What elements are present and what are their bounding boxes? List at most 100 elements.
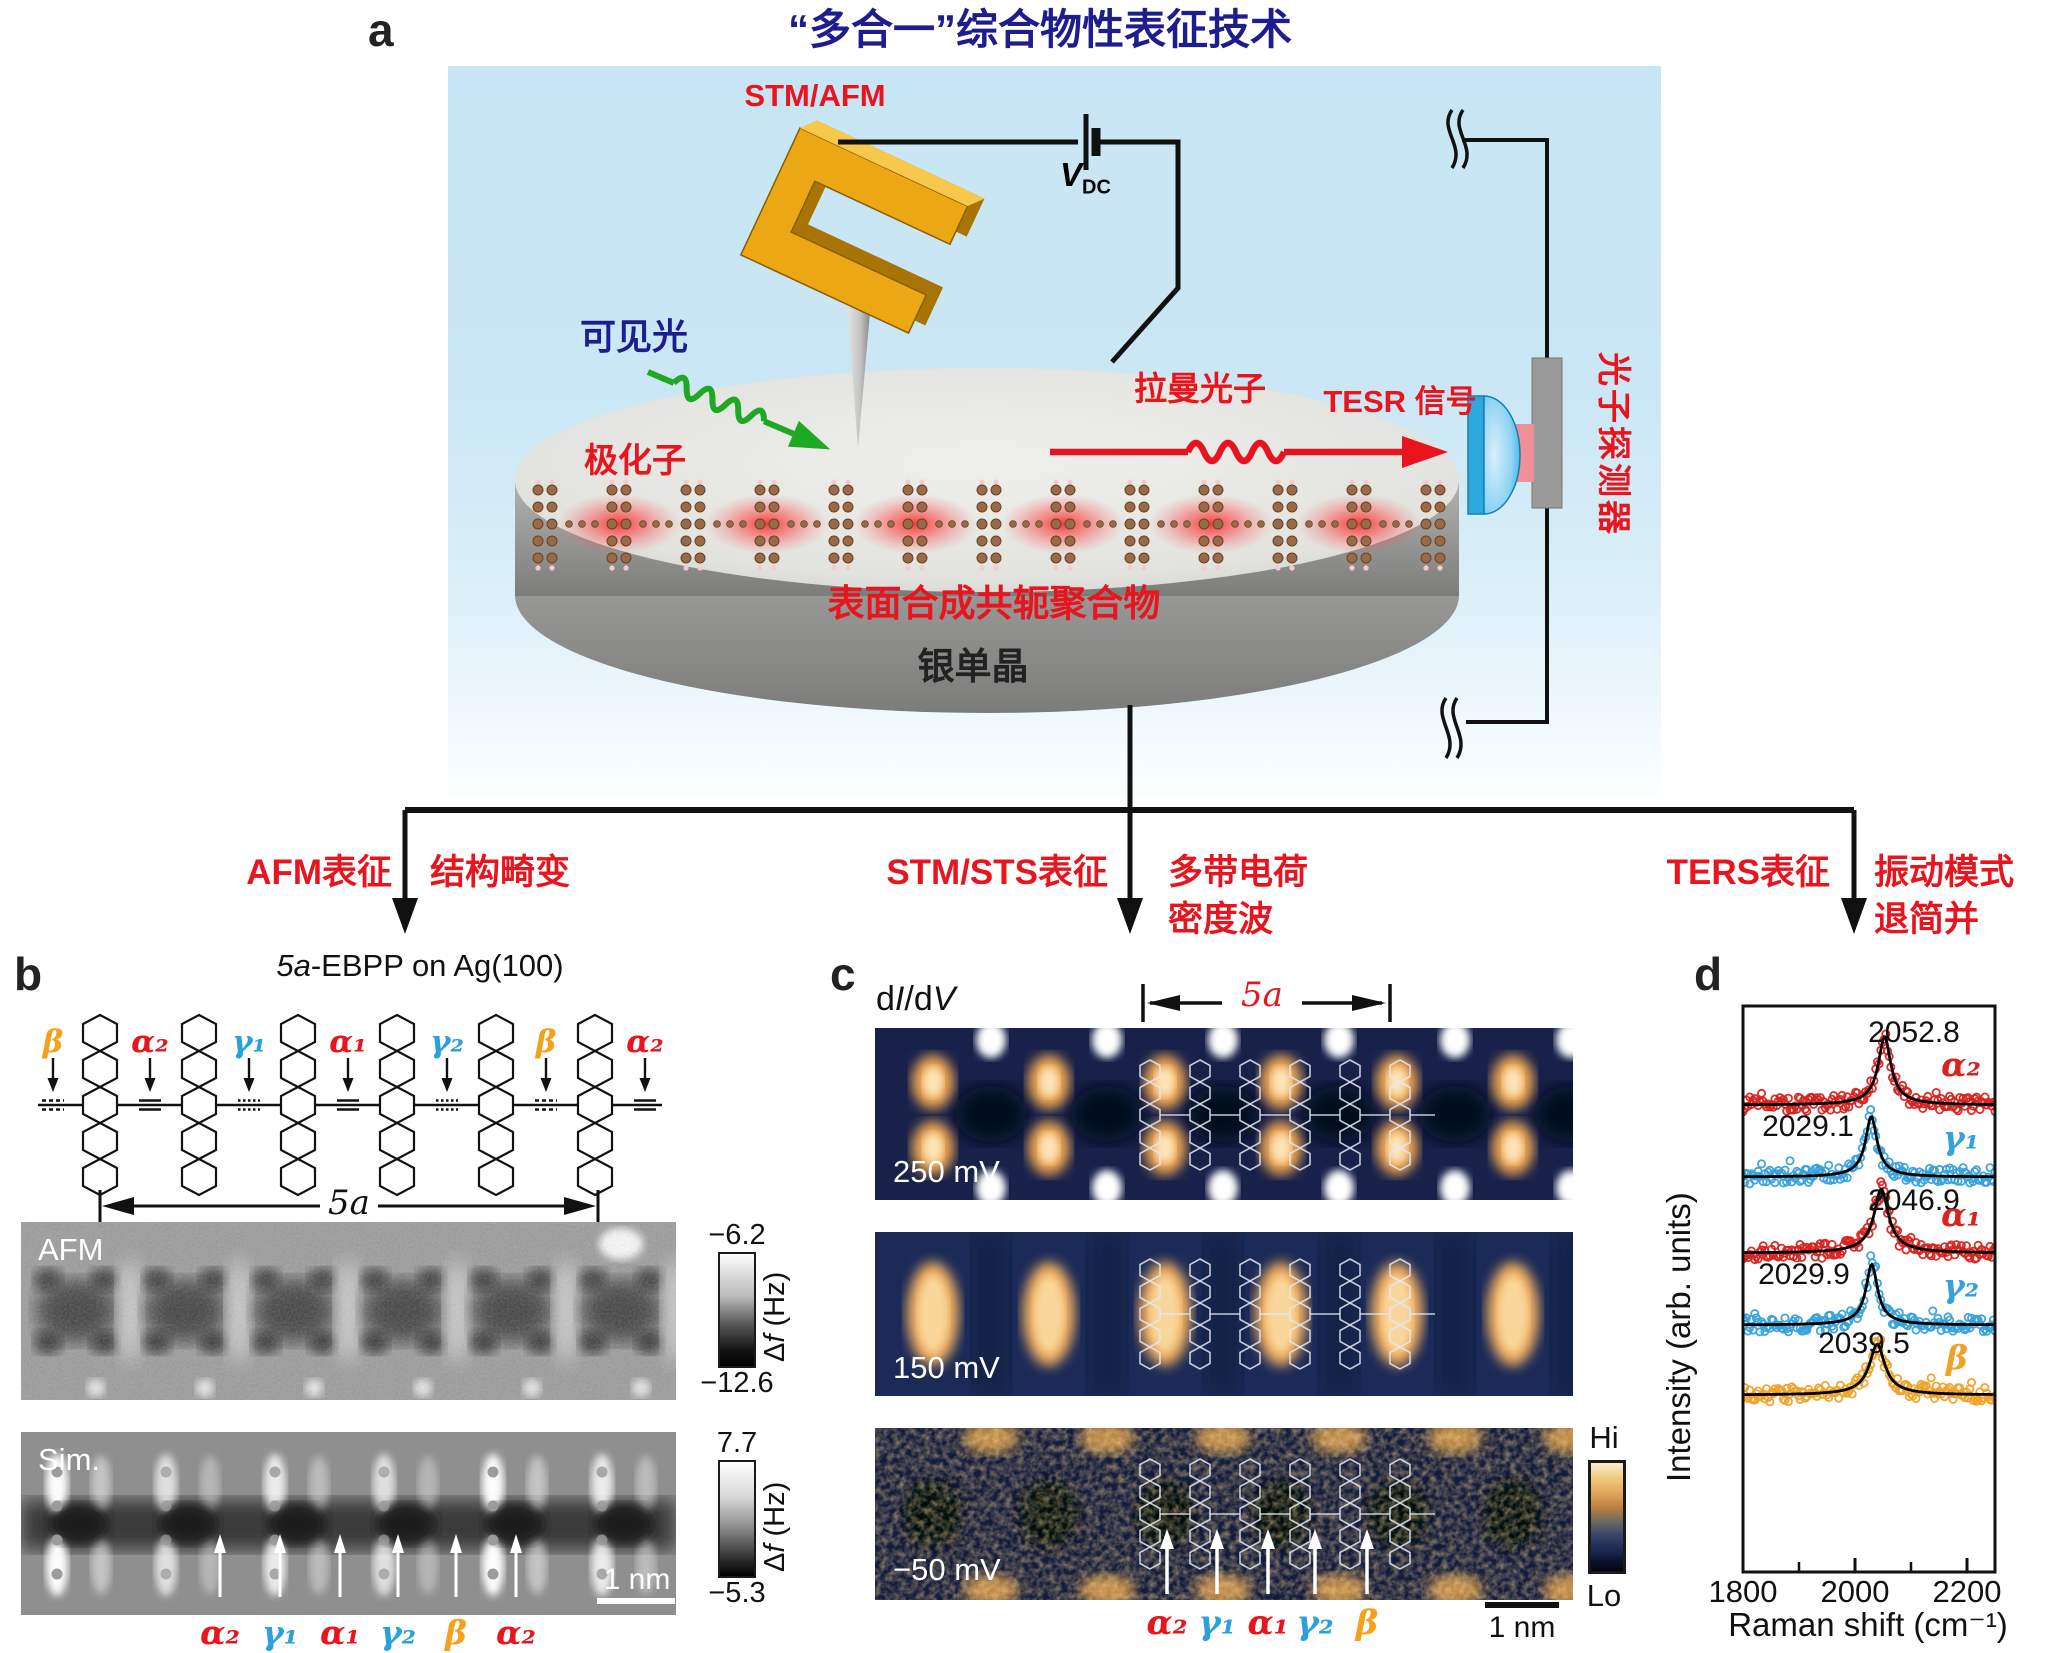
c-arrow-label-gamma1: γ₁ — [1198, 1603, 1236, 1643]
sim-arrow-label-alpha2-1: α₂ — [200, 1613, 240, 1652]
peak-label: 2029.9 — [1758, 1258, 1850, 1291]
sim-arrow-label-beta: β — [445, 1613, 467, 1652]
substrate-label: 银单晶 — [917, 646, 1029, 687]
scalebar-b — [597, 1598, 675, 1604]
afm-colorbar-axis: Δf (Hz) — [759, 1271, 791, 1362]
branch-sts-result-2: 密度波 — [1168, 900, 1274, 939]
polaron-glow — [1149, 494, 1273, 554]
peak-label: 2039.5 — [1818, 1327, 1910, 1360]
c-arrow-label-alpha1: α₁ — [1247, 1603, 1289, 1643]
unit-cell-span-b: 5a — [328, 1183, 370, 1223]
sim-arrow-label-gamma1: γ₁ — [261, 1613, 299, 1652]
bond-label-alpha1: α₁ — [329, 1024, 367, 1060]
afm-colorbar-min: −12.6 — [700, 1367, 774, 1399]
vdc-label: VDC — [1060, 156, 1111, 199]
didv-map-minus50mv — [875, 1428, 1573, 1600]
visible-light-label: 可见光 — [579, 316, 688, 357]
series-label: α₁ — [1941, 1195, 1981, 1234]
series-label: γ₁ — [1943, 1118, 1979, 1157]
unit-cell-arrow-c — [1141, 984, 1392, 1022]
sim-arrow-label-alpha1: α₁ — [320, 1613, 360, 1652]
sim-colorbar-max: 7.7 — [716, 1427, 758, 1459]
visible-light-arrow — [646, 369, 831, 450]
d-x-axis-label: Raman shift (cm⁻¹) — [1728, 1606, 2008, 1643]
bond-label-alpha2-2: α₂ — [626, 1024, 664, 1060]
molecule-overlay — [1139, 1258, 1435, 1370]
bias-label-150mv: 150 mV — [893, 1350, 1000, 1385]
branch-sts-result-1: 多带电荷 — [1168, 853, 1309, 892]
sim-colorbar-min: −5.3 — [708, 1577, 766, 1609]
afm-caption: AFM — [38, 1232, 104, 1267]
c-bond-arrows — [1160, 1529, 1374, 1594]
peak-label: 2046.9 — [1868, 1184, 1960, 1217]
scalebar-label-c: 1 nm — [1488, 1611, 1556, 1644]
raman-photon-label: 拉曼光子 — [1134, 370, 1266, 407]
c-arrow-label-alpha2: α₂ — [1146, 1603, 1188, 1643]
scalebar-label-b: 1 nm — [603, 1563, 671, 1596]
sim-arrow-label-gamma2: γ₂ — [379, 1613, 417, 1652]
detector-lens — [1483, 395, 1521, 515]
branch-sts-method: STM/STS表征 — [886, 853, 1108, 892]
branch-ters-result-1: 振动模式 — [1874, 853, 2015, 892]
bias-label-250mv: 250 mV — [893, 1154, 1000, 1189]
polaron-glow — [1297, 494, 1421, 554]
afm-colorbar — [718, 1252, 756, 1368]
d-y-axis-label: Intensity (arb. units) — [1660, 1192, 1697, 1482]
tesr-signal-label: TESR 信号 — [1323, 384, 1477, 419]
d-xtick-2000: 2000 — [1820, 1574, 1890, 1609]
photon-detector-label: 光子探测器 — [1594, 352, 1632, 537]
wire-break-bottom — [1440, 696, 1463, 759]
didv-map-150mv — [875, 1232, 1573, 1396]
sim-caption: Sim. — [38, 1442, 100, 1477]
series-label: γ₂ — [1943, 1266, 1979, 1305]
series-label: α₂ — [1941, 1045, 1981, 1084]
peak-label: 2052.8 — [1868, 1016, 1960, 1049]
unit-cell-arrow-b — [98, 1190, 600, 1222]
c-arrow-label-beta: β — [1355, 1603, 1379, 1643]
peak-label: 2029.1 — [1762, 1110, 1854, 1143]
panel-d-label: d — [1694, 948, 1723, 1000]
scalebar-c — [1485, 1602, 1559, 1608]
polaron-label: 极化子 — [584, 442, 686, 480]
branch-ters-result-2: 退简并 — [1874, 900, 1980, 939]
bond-label-alpha2-1: α₂ — [131, 1024, 169, 1060]
stm-tip — [846, 290, 872, 448]
series-label: β — [1944, 1338, 1968, 1377]
panel-c-label: c — [830, 948, 856, 1000]
didv-label: dI/dV — [876, 980, 956, 1018]
molecule-overlay — [1139, 1059, 1435, 1171]
c-arrow-label-gamma2: γ₂ — [1296, 1603, 1334, 1643]
polaron-glow — [853, 494, 977, 554]
bond-label-beta-1: β — [42, 1024, 64, 1060]
polaron-glow — [557, 494, 681, 554]
didv-colorbar — [1588, 1460, 1626, 1574]
sim-bond-arrows — [214, 1534, 522, 1597]
afm-colorbar-max: −6.2 — [708, 1219, 766, 1251]
bond-label-gamma1: γ₁ — [231, 1024, 267, 1060]
branch-arrows — [392, 705, 1867, 934]
didv-map-250mv — [875, 1028, 1573, 1200]
bond-label-beta-2: β — [535, 1024, 557, 1060]
bond-label-gamma2: γ₂ — [429, 1024, 465, 1060]
unit-cell-span-c: 5a — [1241, 975, 1283, 1015]
sim-arrow-label-alpha2-2: α₂ — [496, 1613, 536, 1652]
sim-colorbar-axis: Δf (Hz) — [759, 1481, 791, 1572]
polymer-label: 表面合成共轭聚合物 — [827, 583, 1161, 624]
detector-board — [1531, 357, 1563, 509]
polaron-glow — [705, 494, 829, 554]
panel-b-title: 5a-EBPP on Ag(100) — [276, 948, 564, 983]
branch-ters-method: TERS表征 — [1666, 853, 1830, 892]
d-xtick-2200: 2200 — [1932, 1574, 2002, 1609]
figure-title: “多合一”综合物性表征技术 — [787, 6, 1292, 53]
raman-spectra-plot: 2052.8α₂ 2029.1 γ₁ 2046.9α₁ 2029.9 γ₂ 2039.5 β — [1741, 1004, 1997, 1574]
panel-a-schematic — [515, 108, 1563, 759]
raman-photon-arrow — [1050, 436, 1448, 468]
tuning-fork — [739, 120, 985, 335]
didv-colorbar-hi: Hi — [1589, 1420, 1619, 1455]
d-xtick-1800: 1800 — [1708, 1574, 1778, 1609]
molecule-overlay — [1139, 1458, 1435, 1570]
panel-a-label: a — [368, 4, 394, 56]
polymer-chain — [532, 479, 1446, 571]
